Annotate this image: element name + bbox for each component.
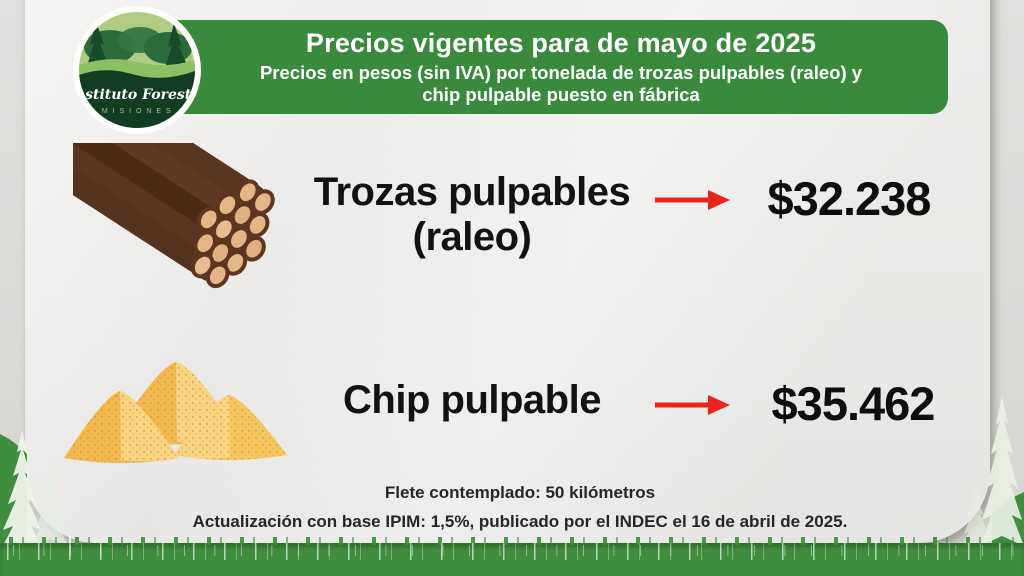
- institute-logo-icon: Instituto Forestal M I S I O N E S: [70, 6, 204, 134]
- product-name-trozas: Trozas pulpables (raleo): [288, 170, 656, 260]
- grass-blades: [0, 543, 1024, 560]
- footer-note-update: Actualización con base IPIM: 1,5%, publi…: [192, 512, 848, 531]
- logo-name-text: Instituto Forestal: [70, 87, 204, 103]
- wood-chips-icon: [58, 352, 295, 469]
- product-name-line1: Chip pulpable: [343, 378, 601, 422]
- grass-strip-edge: [0, 537, 1024, 545]
- header-banner: Precios vigentes para de mayo de 2025 Pr…: [88, 20, 948, 114]
- right-arrow-icon: [655, 395, 730, 415]
- product-name-line2: (raleo): [412, 214, 532, 259]
- price-chip: $35.462: [771, 377, 936, 430]
- product-name-chip: Chip pulpable: [288, 378, 656, 423]
- page-title: Precios vigentes para de mayo de 2025: [305, 28, 817, 58]
- institute-logo: Instituto Forestal M I S I O N E S: [70, 3, 204, 137]
- page-subtitle: Precios en pesos (sin IVA) por tonelada …: [210, 62, 912, 106]
- grass-blades: [0, 545, 1024, 556]
- pulp-logs-icon: [19, 69, 310, 300]
- logo-region-text: M I S I O N E S: [102, 108, 172, 115]
- page-subtitle-line2: chip pulpable puesto en fábrica: [422, 84, 700, 106]
- price-trozas: $32.238: [767, 172, 932, 225]
- right-arrow-icon: [655, 190, 730, 210]
- page-subtitle-line1: Precios en pesos (sin IVA) por tonelada …: [259, 62, 863, 84]
- footer-note-freight: Flete contemplado: 50 kilómetros: [384, 483, 656, 502]
- product-name-line1: Trozas pulpables: [313, 170, 631, 214]
